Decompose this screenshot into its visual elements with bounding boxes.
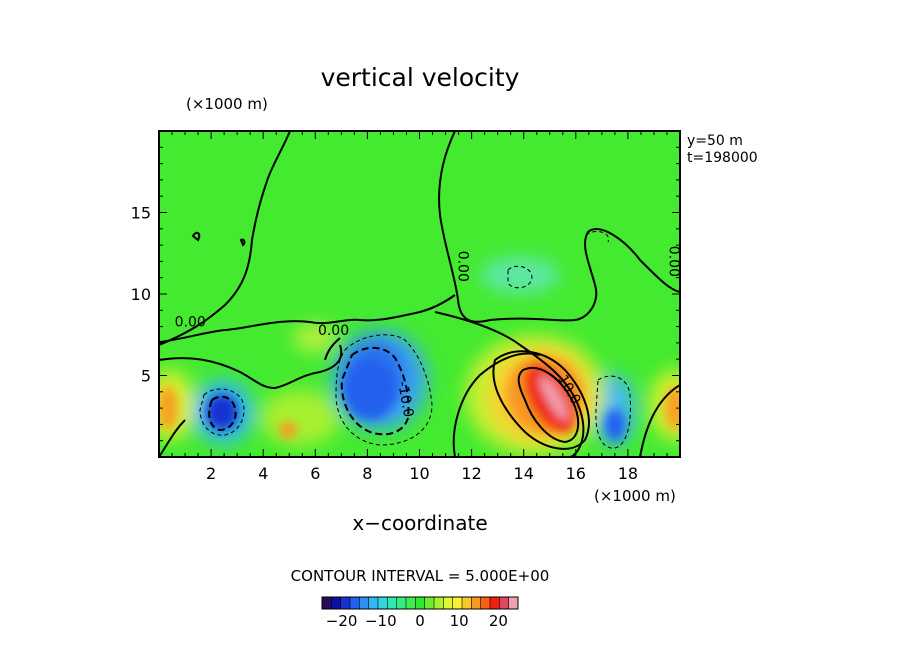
colorbar-swatch — [490, 597, 500, 609]
colorbar-swatch — [406, 597, 416, 609]
contour-label: 0.00 — [666, 246, 682, 277]
colorbar-swatch — [452, 597, 463, 609]
x-tick-label: 6 — [310, 464, 320, 483]
contour-label: -10.0 — [394, 380, 416, 418]
contour-lines-negative — [199, 231, 631, 449]
x-tick-label: 12 — [461, 464, 481, 483]
y-tick-label: 10 — [131, 285, 151, 304]
colorbar-swatch — [471, 597, 481, 609]
colorbar-tick-label: −20 — [326, 612, 358, 630]
x-tick-label: 8 — [362, 464, 372, 483]
colorbar-swatch — [331, 597, 341, 609]
chart-title: vertical velocity — [321, 63, 520, 92]
x-tick-label: 4 — [258, 464, 268, 483]
colorbar-swatch — [508, 597, 519, 609]
colorbar-swatch — [387, 597, 397, 609]
colorbar-swatch — [499, 597, 509, 609]
x-tick-label: 16 — [566, 464, 586, 483]
axis-ticks: 2 4 6 8 10 12 14 16 18 5 10 15 — [131, 130, 681, 483]
colorbar-swatch — [340, 597, 351, 609]
colorbar-swatch — [359, 597, 369, 609]
colorbar-swatch — [480, 597, 491, 609]
contour-lines-strong — [208, 346, 410, 436]
contour-label: 0.00 — [455, 251, 471, 282]
y-tick-label: 5 — [141, 367, 151, 386]
x-axis-label: x−coordinate — [352, 511, 487, 535]
x-tick-label: 2 — [206, 464, 216, 483]
colorbar-swatch — [322, 597, 332, 609]
colorbar-swatch — [396, 597, 407, 609]
colorbar-swatch — [415, 597, 425, 609]
x-tick-label: 10 — [409, 464, 429, 483]
x-tick-label: 14 — [514, 464, 534, 483]
contour-interval-label: CONTOUR INTERVAL = 5.000E+00 — [291, 567, 550, 585]
colorbar-tick-label: 10 — [450, 612, 469, 630]
contour-label: 0.00 — [318, 323, 349, 339]
heatmap-field: 0.000.000.00 0.00-10.0 10.0 — [159, 131, 682, 457]
contour-label: 0.00 — [175, 315, 206, 331]
colorbar-tick-label: −10 — [365, 612, 397, 630]
colorbar: −20 −10 0 10 20 — [321, 596, 519, 630]
x-tick-label: 18 — [618, 464, 638, 483]
y-tick-label: 15 — [131, 204, 151, 223]
annotation-y: y=50 m — [687, 133, 743, 149]
colorbar-swatch — [434, 597, 444, 609]
colorbar-tick-label: 0 — [415, 612, 425, 630]
colorbar-frame — [321, 596, 519, 610]
colorbar-swatch — [378, 597, 388, 609]
annotation-t: t=198000 — [687, 150, 758, 166]
colorbar-swatch — [443, 597, 453, 609]
y-axis-unit: (×1000 m) — [186, 95, 268, 113]
colorbar-swatch — [350, 597, 360, 609]
colorbar-swatch — [368, 597, 379, 609]
contour-lines — [159, 131, 680, 457]
colorbar-tick-label: 20 — [489, 612, 508, 630]
colorbar-swatch — [462, 597, 472, 609]
colorbar-swatch — [424, 597, 435, 609]
x-axis-unit: (×1000 m) — [594, 487, 676, 505]
